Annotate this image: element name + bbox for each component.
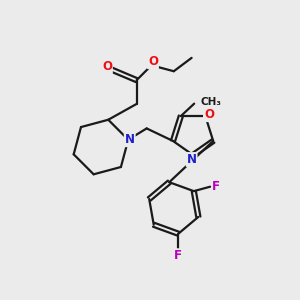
Text: O: O — [148, 55, 158, 68]
Text: O: O — [204, 108, 214, 121]
Text: F: F — [212, 180, 220, 193]
Text: F: F — [174, 249, 182, 262]
Text: CH₃: CH₃ — [201, 97, 222, 107]
Text: O: O — [102, 60, 112, 73]
Text: N: N — [187, 153, 196, 166]
Text: N: N — [125, 133, 135, 146]
